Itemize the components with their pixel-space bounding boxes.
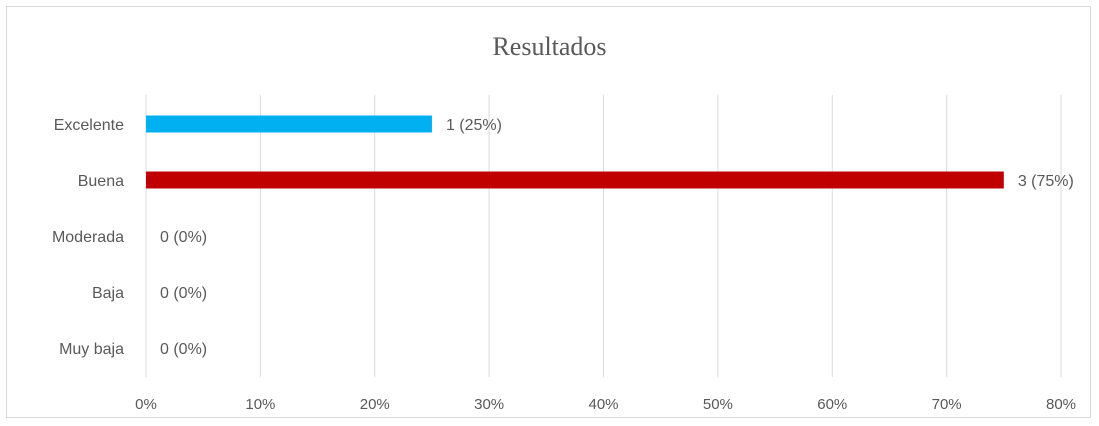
category-label: Muy baja	[59, 341, 124, 358]
x-tick-label: 10%	[245, 396, 275, 413]
gridlines	[145, 95, 1062, 377]
x-tick-label: 70%	[932, 396, 962, 413]
x-tick-label: 50%	[703, 396, 733, 413]
bar-excelente	[146, 115, 432, 133]
data-label: 0 (0%)	[160, 341, 207, 358]
x-tick-label: 80%	[1046, 396, 1076, 413]
x-tick-labels: 0% 10% 20% 30% 40% 50% 60% 70% 80%	[135, 396, 1076, 413]
chart-title: Resultados	[492, 32, 606, 61]
category-label: Excelente	[54, 117, 124, 134]
data-label: 3 (75%)	[1018, 173, 1074, 190]
x-tick-label: 20%	[360, 396, 390, 413]
category-labels: Excelente Buena Moderada Baja Muy baja	[52, 117, 124, 358]
bars	[146, 115, 1004, 189]
x-tick-label: 30%	[474, 396, 504, 413]
category-label: Buena	[78, 173, 124, 190]
x-tick-label: 0%	[135, 396, 157, 413]
x-tick-label: 60%	[817, 396, 847, 413]
bar-buena	[146, 171, 1004, 189]
x-tick-label: 40%	[588, 396, 618, 413]
data-labels: 1 (25%) 3 (75%) 0 (0%) 0 (0%) 0 (0%)	[160, 117, 1074, 358]
data-label: 1 (25%)	[446, 117, 502, 134]
category-label: Moderada	[52, 229, 124, 246]
category-label: Baja	[92, 285, 124, 302]
chart-frame: Resultados Excelente Buena Moderada Baja Muy…	[6, 6, 1091, 418]
data-label: 0 (0%)	[160, 285, 207, 302]
data-label: 0 (0%)	[160, 229, 207, 246]
bar-chart: Resultados Excelente Buena Moderada Baja Muy…	[52, 32, 1076, 413]
